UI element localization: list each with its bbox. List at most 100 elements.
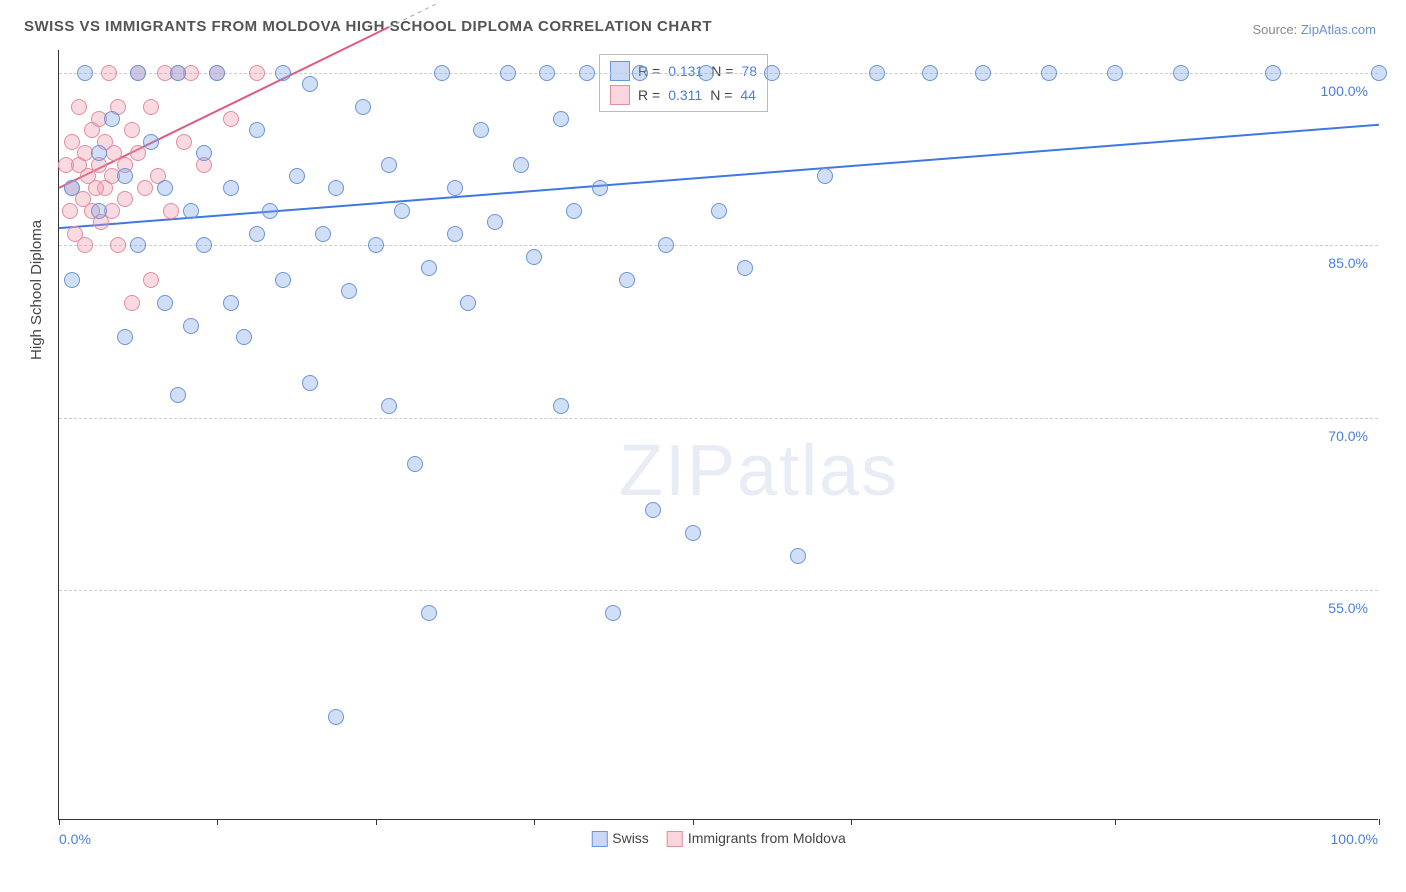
data-point [64, 180, 80, 196]
n-label: N = [710, 87, 732, 103]
data-point [91, 203, 107, 219]
data-point [421, 605, 437, 621]
data-point [394, 203, 410, 219]
data-point [605, 605, 621, 621]
data-point [124, 122, 140, 138]
x-axis-min-label: 0.0% [59, 831, 91, 847]
data-point [77, 65, 93, 81]
data-point [143, 134, 159, 150]
data-point [500, 65, 516, 81]
watermark-zip: ZIP [619, 431, 737, 511]
data-point [249, 226, 265, 242]
data-point [473, 122, 489, 138]
data-point [566, 203, 582, 219]
data-point [117, 168, 133, 184]
data-point [619, 272, 635, 288]
data-point [579, 65, 595, 81]
data-point [183, 318, 199, 334]
source-link[interactable]: ZipAtlas.com [1301, 22, 1376, 37]
data-point [698, 65, 714, 81]
chart-title: SWISS VS IMMIGRANTS FROM MOLDOVA HIGH SC… [24, 18, 712, 35]
data-point [117, 329, 133, 345]
data-point [922, 65, 938, 81]
data-point [355, 99, 371, 115]
gridline [59, 418, 1378, 419]
data-point [381, 157, 397, 173]
y-tick-label: 85.0% [1328, 255, 1368, 271]
data-point [170, 387, 186, 403]
x-tick [376, 819, 377, 825]
source-prefix: Source: [1252, 22, 1300, 37]
y-tick-label: 70.0% [1328, 428, 1368, 444]
data-point [368, 237, 384, 253]
data-point [1107, 65, 1123, 81]
trend-line [59, 50, 1379, 820]
data-point [421, 260, 437, 276]
data-point [513, 157, 529, 173]
data-point [170, 65, 186, 81]
r-value-moldova: 0.311 [668, 87, 702, 103]
y-axis-title: High School Diploma [28, 220, 45, 360]
legend-item-moldova: Immigrants from Moldova [667, 830, 846, 847]
x-tick [217, 819, 218, 825]
data-point [130, 65, 146, 81]
data-point [869, 65, 885, 81]
data-point [447, 226, 463, 242]
data-point [223, 295, 239, 311]
data-point [262, 203, 278, 219]
swatch-icon [667, 831, 683, 847]
data-point [434, 65, 450, 81]
n-label: N = [711, 63, 733, 79]
r-label: R = [638, 87, 660, 103]
data-point [645, 502, 661, 518]
y-tick-label: 100.0% [1321, 83, 1368, 99]
x-tick [59, 819, 60, 825]
data-point [289, 168, 305, 184]
gridline [59, 590, 1378, 591]
data-point [737, 260, 753, 276]
watermark: ZIPatlas [619, 430, 899, 512]
data-point [685, 525, 701, 541]
data-point [553, 398, 569, 414]
data-point [223, 111, 239, 127]
data-point [62, 203, 78, 219]
series-legend: Swiss Immigrants from Moldova [591, 830, 846, 847]
swatch-moldova [610, 85, 630, 105]
data-point [447, 180, 463, 196]
data-point [302, 375, 318, 391]
correlation-legend: R = 0.131 N = 78 R = 0.311 N = 44 [599, 54, 768, 112]
x-tick [1379, 819, 1380, 825]
n-value-swiss: 78 [741, 63, 757, 79]
source-attribution: Source: ZipAtlas.com [1252, 22, 1376, 37]
x-axis-max-label: 100.0% [1331, 831, 1378, 847]
plot-area: ZIPatlas R = 0.131 N = 78 R = 0.311 N = … [58, 50, 1378, 820]
data-point [110, 237, 126, 253]
data-point [632, 65, 648, 81]
data-point [77, 237, 93, 253]
data-point [381, 398, 397, 414]
data-point [275, 65, 291, 81]
data-point [117, 191, 133, 207]
data-point [196, 237, 212, 253]
legend-label-moldova: Immigrants from Moldova [688, 830, 846, 846]
data-point [817, 168, 833, 184]
data-point [460, 295, 476, 311]
data-point [790, 548, 806, 564]
trend-line [59, 50, 1379, 820]
data-point [658, 237, 674, 253]
data-point [143, 99, 159, 115]
data-point [407, 456, 423, 472]
data-point [302, 76, 318, 92]
data-point [711, 203, 727, 219]
data-point [209, 65, 225, 81]
data-point [101, 65, 117, 81]
gridline [59, 245, 1378, 246]
data-point [64, 272, 80, 288]
n-value-moldova: 44 [740, 87, 756, 103]
data-point [592, 180, 608, 196]
watermark-atlas: atlas [737, 431, 899, 511]
data-point [163, 203, 179, 219]
x-tick [534, 819, 535, 825]
data-point [183, 203, 199, 219]
legend-row-moldova: R = 0.311 N = 44 [610, 83, 757, 107]
